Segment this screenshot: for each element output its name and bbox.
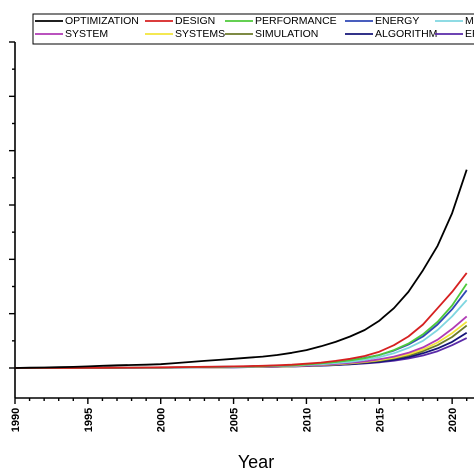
legend-box <box>32 13 474 45</box>
y-ticks <box>9 41 15 369</box>
x-tick-label: 1995 <box>83 408 95 432</box>
x-tick-label: 1990 <box>10 408 22 432</box>
x-tick-label: 2015 <box>374 408 386 432</box>
series-line-algorithm <box>15 331 468 369</box>
x-tick-label: 2005 <box>229 408 241 432</box>
series-line-design <box>15 272 468 369</box>
legend-label: PERFORMANCE <box>255 15 337 27</box>
legend-label: ENERGY <box>375 15 419 27</box>
x-tick-label: 2010 <box>301 408 313 432</box>
plot-area: 1990 1995 2000 2005 2010 2015 2020 <box>9 41 474 432</box>
x-tick-label: 2000 <box>156 408 168 432</box>
legend-label: EFFICIENCY <box>465 28 474 40</box>
series-line-optimization <box>14 169 468 369</box>
series-lines <box>14 169 468 369</box>
series-line-simulation <box>15 324 468 369</box>
legend-label: OPTIMIZATION <box>65 15 139 27</box>
x-ticks: 1990 1995 2000 2005 2010 2015 2020 <box>10 398 468 432</box>
legend-label: SIMULATION <box>255 28 318 40</box>
legend: OPTIMIZATION DESIGN PERFORMANCE ENERGY MODEL… <box>32 13 474 45</box>
legend-label: DESIGN <box>175 15 215 27</box>
legend-label: ALGORITHM <box>375 28 437 40</box>
legend-label: MODEL <box>465 15 474 27</box>
legend-label: SYSTEMS <box>175 28 225 40</box>
legend-label: SYSTEM <box>65 28 108 40</box>
series-line-systems <box>15 321 468 369</box>
x-tick-label: 2020 <box>447 408 459 432</box>
x-axis-title: Year <box>238 452 274 472</box>
